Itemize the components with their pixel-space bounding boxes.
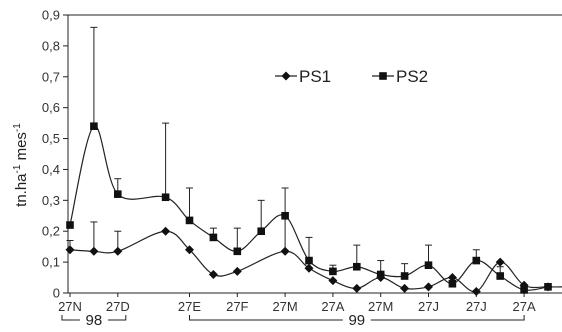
ps2-marker xyxy=(329,267,337,276)
ps2-marker xyxy=(544,283,552,291)
ps1-marker xyxy=(232,266,242,276)
ps2-marker xyxy=(185,216,194,225)
ps2-marker xyxy=(376,270,385,279)
y-tick-label: 0,2 xyxy=(42,224,60,239)
legend-ps1-label: PS1 xyxy=(299,67,331,86)
ps2-marker xyxy=(448,279,457,288)
ps1-marker xyxy=(208,269,218,279)
ps2-marker xyxy=(353,262,361,271)
ps2-marker xyxy=(233,247,242,256)
ps2-marker xyxy=(66,221,74,229)
y-tick-label: 0,9 xyxy=(42,8,60,23)
legend-ps1-marker xyxy=(281,71,291,81)
legend-ps2-label: PS2 xyxy=(396,67,428,86)
ps1-marker xyxy=(161,226,171,236)
legend: PS1 PS2 xyxy=(275,67,428,86)
ps1-marker xyxy=(65,245,75,255)
x-tick-label: 27J xyxy=(418,299,439,314)
ps1-marker xyxy=(113,246,123,256)
ps1-marker xyxy=(495,257,505,267)
ps1-marker xyxy=(280,246,290,256)
y-tick-label: 0,5 xyxy=(42,131,60,146)
ps1-marker xyxy=(447,273,457,283)
ps2-marker xyxy=(161,193,170,202)
y-tick-label: 0,8 xyxy=(42,38,60,53)
x-tick-label: 27M xyxy=(272,299,297,314)
year-bracket-right xyxy=(107,315,127,321)
ps2-marker xyxy=(90,122,98,130)
x-tick-label: 27E xyxy=(178,299,201,314)
year-label: 99 xyxy=(348,312,365,329)
year-bracket-left xyxy=(189,315,343,321)
y-tick-label: 0,4 xyxy=(42,162,60,177)
x-tick-label: 27A xyxy=(513,299,536,314)
ps2-marker xyxy=(520,286,528,294)
ps1-marker xyxy=(89,246,99,256)
series-layer xyxy=(65,26,562,296)
chart-axes xyxy=(67,14,562,294)
ps1-marker xyxy=(352,283,362,293)
legend-ps2-marker xyxy=(379,72,387,80)
x-tick-label: 27A xyxy=(321,299,344,314)
ps1-marker xyxy=(185,245,194,255)
x-tick-label: 27D xyxy=(106,299,130,314)
ps2-marker xyxy=(496,272,504,280)
ps2-marker xyxy=(400,272,409,280)
y-tick-label: 0 xyxy=(53,286,60,301)
ps1-marker xyxy=(304,263,314,273)
x-tick-label: 27N xyxy=(58,299,82,314)
ps2-marker xyxy=(424,261,433,269)
x-tick-label: 27F xyxy=(226,299,248,314)
ps2-marker xyxy=(209,233,218,242)
ps1-series xyxy=(65,213,562,296)
ps1-marker xyxy=(471,286,481,296)
ps2-series xyxy=(66,26,552,294)
y-tick-label: 0,7 xyxy=(42,69,60,84)
ps1-marker xyxy=(400,283,410,293)
y-tick-label: 0,1 xyxy=(42,255,60,270)
ps2-marker xyxy=(257,227,265,236)
ps1-marker xyxy=(328,276,338,286)
y-tick-label: 0,6 xyxy=(42,100,60,115)
ps2-marker xyxy=(472,256,481,265)
x-tick-label: 27M xyxy=(368,299,393,314)
ps1-line xyxy=(69,230,562,293)
x-axis-ticks: 27N 27D 27E 27F 27M 27A 27M 27J 27J 27A xyxy=(58,293,536,314)
y-axis-ticks: 0 0,1 0,2 0,3 0,4 0,5 0,6 0,7 0,8 0,9 xyxy=(42,8,68,301)
ps2-line xyxy=(69,125,549,291)
ps2-marker xyxy=(114,190,122,198)
x-tick-label: 27J xyxy=(466,299,487,314)
ps1-marker xyxy=(424,282,433,292)
year-groups: 98 99 xyxy=(61,312,525,329)
year-label: 98 xyxy=(86,312,103,329)
year-bracket-left xyxy=(61,315,80,321)
year-bracket-right xyxy=(370,315,525,321)
y-tick-label: 0,3 xyxy=(42,193,60,208)
ps2-marker xyxy=(281,211,289,220)
y-axis-title: tn.ha-1 mes-1 xyxy=(12,123,30,207)
ps2-marker xyxy=(305,256,313,265)
